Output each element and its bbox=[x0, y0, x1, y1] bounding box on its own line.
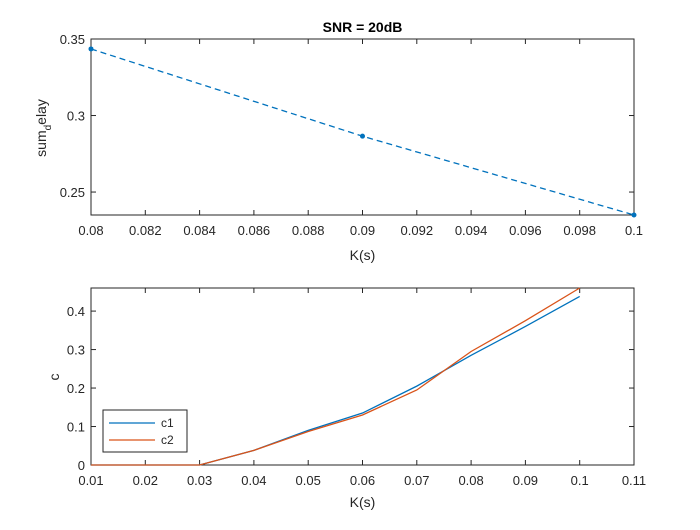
x-tick-label: 0.094 bbox=[455, 223, 488, 238]
legend[interactable]: c1 c2 bbox=[102, 409, 188, 453]
top-x-axis: 0.08 0.082 0.084 0.086 0.088 0.09 0.092 0.094 0.… bbox=[78, 39, 643, 238]
ylabel-subscript: d bbox=[43, 125, 54, 131]
x-tick-label: 0.02 bbox=[133, 473, 158, 488]
data-point bbox=[631, 212, 637, 218]
top-plot-area bbox=[90, 38, 635, 216]
bottom-series bbox=[91, 287, 581, 466]
bottom-x-axis-label: K(s) bbox=[350, 494, 376, 510]
top-subplot: SNR = 20dB 0.08 0.082 0.084 0.086 0.088 0.09 0… bbox=[33, 19, 643, 263]
x-tick-label: 0.088 bbox=[292, 223, 325, 238]
y-tick-label: 0.25 bbox=[60, 185, 85, 200]
legend-box bbox=[102, 409, 188, 453]
y-tick-label: 0 bbox=[78, 458, 85, 473]
legend-c2-label: c2 bbox=[161, 433, 174, 447]
ylabel-rest: elay bbox=[33, 99, 49, 125]
ylabel-main: sum bbox=[33, 130, 49, 156]
x-tick-label: 0.09 bbox=[513, 473, 538, 488]
x-tick-label: 0.07 bbox=[404, 473, 429, 488]
series-c2-line bbox=[91, 287, 581, 466]
x-tick-label: 0.1 bbox=[625, 223, 643, 238]
x-tick-label: 0.04 bbox=[241, 473, 266, 488]
bottom-x-axis: 0.01 0.02 0.03 0.04 0.05 0.06 0.07 0.08 0.09 0.1 0… bbox=[78, 288, 646, 488]
x-tick-label: 0.06 bbox=[350, 473, 375, 488]
y-tick-label: 0.35 bbox=[60, 32, 85, 47]
x-tick-label: 0.096 bbox=[509, 223, 542, 238]
x-tick-label: 0.01 bbox=[78, 473, 103, 488]
x-tick-label: 0.08 bbox=[458, 473, 483, 488]
x-tick-label: 0.098 bbox=[563, 223, 596, 238]
x-tick-label: 0.03 bbox=[187, 473, 212, 488]
x-tick-label: 0.1 bbox=[571, 473, 589, 488]
top-chart-title: SNR = 20dB bbox=[323, 19, 403, 35]
bottom-y-axis-label: c bbox=[46, 374, 62, 381]
x-tick-label: 0.09 bbox=[350, 223, 375, 238]
top-series bbox=[88, 46, 637, 218]
x-tick-label: 0.05 bbox=[296, 473, 321, 488]
legend-c1-label: c1 bbox=[161, 416, 174, 430]
top-y-axis-label: sumdelay bbox=[33, 99, 54, 157]
data-point bbox=[88, 46, 94, 52]
bottom-subplot: 0.01 0.02 0.03 0.04 0.05 0.06 0.07 0.08 0.09 0.1 0… bbox=[46, 287, 646, 510]
x-tick-label: 0.092 bbox=[401, 223, 434, 238]
y-tick-label: 0.4 bbox=[67, 304, 85, 319]
top-y-axis: 0.25 0.3 0.35 bbox=[60, 32, 634, 200]
x-tick-label: 0.086 bbox=[238, 223, 271, 238]
x-tick-label: 0.082 bbox=[129, 223, 162, 238]
y-tick-label: 0.1 bbox=[67, 420, 85, 435]
data-point bbox=[360, 133, 365, 139]
x-tick-label: 0.11 bbox=[622, 473, 646, 488]
y-tick-label: 0.2 bbox=[67, 381, 85, 396]
x-tick-label: 0.084 bbox=[183, 223, 216, 238]
x-tick-label: 0.08 bbox=[78, 223, 103, 238]
y-tick-label: 0.3 bbox=[67, 343, 85, 358]
top-x-axis-label: K(s) bbox=[350, 247, 376, 263]
y-tick-label: 0.3 bbox=[67, 109, 85, 124]
